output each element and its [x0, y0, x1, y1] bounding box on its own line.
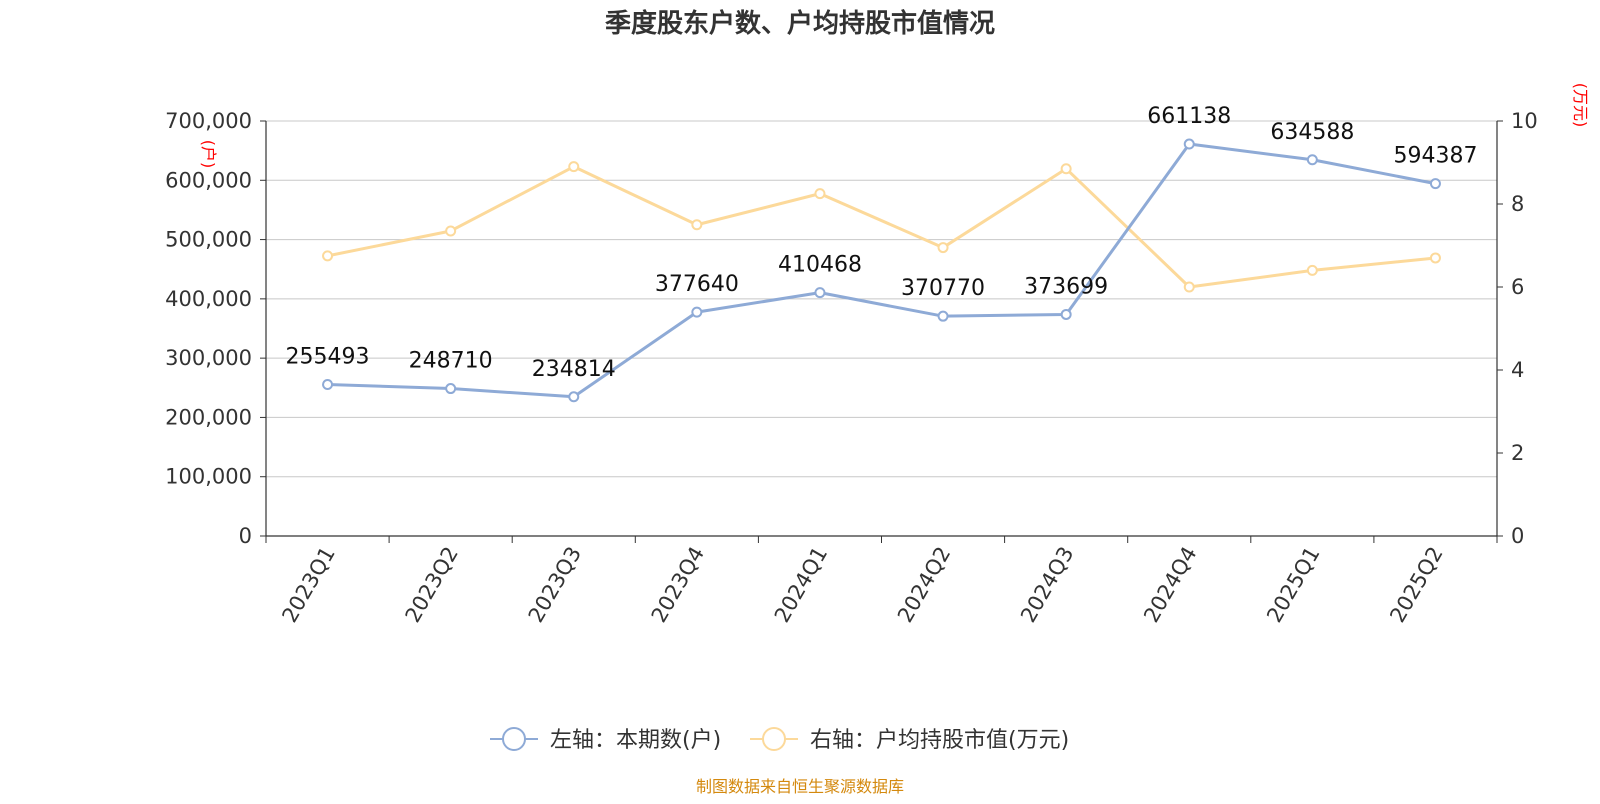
x-axis-tick-label: 2023Q3	[524, 543, 586, 627]
data-point	[1060, 308, 1072, 320]
data-label: 410468	[778, 253, 862, 278]
legend-label: 右轴：户均持股市值(万元)	[810, 728, 1069, 753]
data-label: 370770	[901, 276, 985, 301]
data-label: 234814	[532, 357, 616, 382]
x-axis-tick-label: 2025Q2	[1385, 543, 1447, 627]
chart-title: 季度股东户数、户均持股市值情况	[605, 8, 995, 39]
data-point	[1429, 178, 1441, 190]
x-axis-tick-label: 2024Q3	[1016, 543, 1078, 627]
data-point	[568, 161, 580, 173]
data-point	[1429, 252, 1441, 264]
data-label: 248710	[409, 349, 493, 374]
grid-layer	[266, 120, 1497, 478]
data-label: 373699	[1024, 274, 1108, 299]
data-labels-layer: 255493 248710 234814 377640 410468 370770 3736…	[286, 104, 1478, 382]
right-axis-tick-label: 6	[1511, 275, 1524, 299]
legend-marker	[762, 727, 786, 751]
source-note: 制图数据来自恒生聚源数据库	[696, 777, 904, 796]
left-axis-tick-label: 200,000	[165, 405, 252, 429]
data-label: 255493	[286, 345, 370, 370]
left-axis-tick-label: 500,000	[165, 228, 252, 252]
right-axis-tick-label: 8	[1511, 192, 1524, 216]
data-point	[1306, 154, 1318, 166]
legend-marker	[502, 727, 526, 751]
data-point	[322, 250, 334, 262]
right-axis-tick-label: 10	[1511, 109, 1538, 133]
data-point	[1183, 138, 1195, 150]
series-layer	[322, 138, 1441, 403]
series-line-avg-value	[327, 165, 1436, 289]
x-axis-tick-label: 2025Q1	[1262, 543, 1324, 627]
right-axis-tick-label: 2	[1511, 441, 1524, 465]
left-axis-tick-label: 600,000	[165, 168, 252, 192]
left-axis-tick-label: 100,000	[165, 465, 252, 489]
legend: 左轴：本期数(户) 右轴：户均持股市值(万元)	[490, 727, 1069, 753]
data-point	[691, 306, 703, 318]
left-axis-tick-label: 300,000	[165, 346, 252, 370]
data-point	[691, 219, 703, 231]
data-point	[322, 379, 334, 391]
data-point	[937, 310, 949, 322]
data-label: 634588	[1270, 120, 1354, 145]
right-axis-tick-label: 4	[1511, 358, 1524, 382]
legend-label: 左轴：本期数(户)	[550, 728, 721, 753]
x-axis-tick-label: 2024Q1	[770, 543, 832, 627]
right-axis-tick-label: 0	[1511, 524, 1524, 548]
x-axis-tick-label: 2023Q2	[401, 543, 463, 627]
x-axis-tick-label: 2024Q2	[893, 543, 955, 627]
data-point	[445, 383, 457, 395]
x-axis-tick-label: 2023Q1	[277, 543, 339, 627]
data-point	[1306, 264, 1318, 276]
x-axis-tick-label: 2024Q4	[1139, 543, 1201, 627]
left-axis-unit: (户)	[199, 140, 218, 169]
left-axis-tick-label: 0	[239, 524, 252, 548]
data-label: 377640	[655, 272, 739, 297]
data-point	[814, 188, 826, 200]
data-point	[445, 225, 457, 237]
data-point	[937, 242, 949, 254]
data-point	[814, 287, 826, 299]
left-axis-tick-label: 700,000	[165, 109, 252, 133]
data-label: 594387	[1393, 144, 1477, 169]
data-point	[1060, 163, 1072, 175]
data-label: 661138	[1147, 104, 1231, 129]
x-axis-tick-label: 2023Q4	[647, 543, 709, 627]
axes-layer: 0 100,000 200,000 300,000 400,000 500,000 600,…	[165, 109, 1538, 627]
data-point	[1183, 281, 1195, 293]
right-axis-unit: (万元)	[1571, 83, 1590, 128]
data-point	[568, 391, 580, 403]
left-axis-tick-label: 400,000	[165, 287, 252, 311]
series-line-holders	[327, 142, 1436, 399]
